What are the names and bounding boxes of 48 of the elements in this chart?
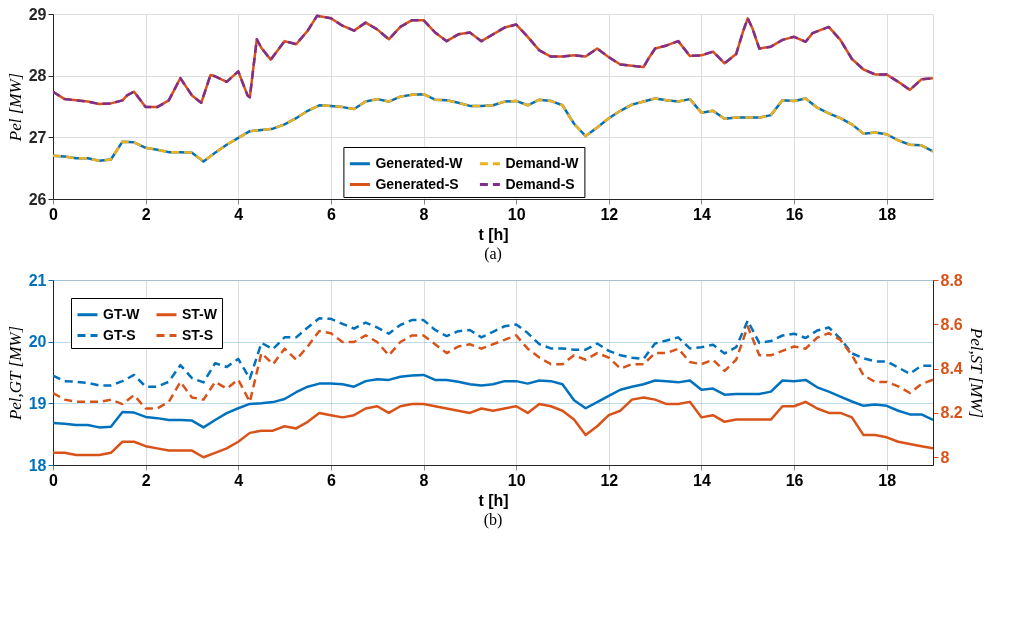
y-tick-label: 20 [28, 333, 47, 351]
x-tick-label: 18 [878, 205, 897, 223]
x-tick-label: 12 [600, 205, 619, 223]
x-tick-label: 6 [326, 205, 336, 223]
x-tick-label: 8 [419, 471, 429, 489]
x-axis-title: t [h] [478, 491, 509, 509]
x-tick-label: 0 [49, 471, 59, 489]
y-tick-label: 28 [28, 67, 47, 85]
x-tick-label: 12 [600, 471, 619, 489]
x-tick-label: 6 [326, 471, 336, 489]
y2-tick-label: 8.4 [940, 360, 963, 378]
y2-axis-title: Pel,ST [MW] [966, 326, 986, 419]
x-tick-label: 0 [49, 205, 59, 223]
legend-label: GT-W [103, 305, 141, 322]
y2-tick-label: 8.6 [940, 315, 963, 333]
text: (a) [484, 245, 502, 263]
legend-label: Demand-W [505, 154, 580, 171]
x-tick-label: 2 [141, 205, 151, 223]
x-tick-label: 4 [234, 205, 244, 223]
y-tick-label: 27 [28, 128, 47, 146]
legend-label: Generated-W [375, 154, 464, 171]
legend-label: GT-S [103, 326, 136, 343]
y2-tick-label: 8.2 [940, 404, 963, 422]
legend-label: ST-W [182, 305, 218, 322]
y-tick-label: 26 [28, 190, 47, 208]
x-tick-label: 8 [419, 205, 429, 223]
x-tick-label: 16 [785, 471, 804, 489]
x-tick-label: 2 [141, 471, 151, 489]
x-axis-title: t [h] [478, 225, 509, 243]
y-axis-title: Pel,GT [MW] [5, 325, 25, 422]
y-tick-label: 29 [28, 5, 47, 23]
x-tick-label: 16 [785, 205, 804, 223]
x-tick-label: 14 [693, 471, 711, 489]
x-tick-label: 10 [507, 471, 526, 489]
y-tick-label: 21 [28, 271, 47, 289]
legend-label: ST-S [182, 326, 214, 343]
legend-label: Generated-S [375, 175, 459, 192]
y-axis-title: Pel [MW] [5, 72, 25, 143]
y2-tick-label: 8 [940, 448, 950, 466]
y2-tick-label: 8.8 [940, 271, 963, 289]
x-tick-label: 14 [693, 205, 711, 223]
x-tick-label: 18 [878, 471, 897, 489]
x-tick-label: 10 [507, 205, 526, 223]
y-tick-label: 18 [28, 456, 47, 474]
x-tick-label: 4 [234, 471, 244, 489]
y-tick-label: 19 [28, 394, 47, 412]
text: (b) [483, 511, 503, 529]
legend-label: Demand-S [505, 175, 575, 192]
